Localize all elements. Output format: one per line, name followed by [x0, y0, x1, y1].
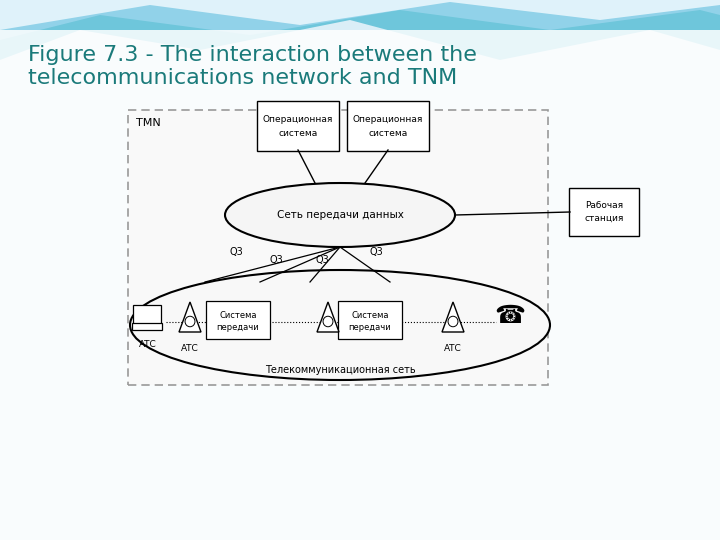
Ellipse shape [130, 270, 550, 380]
Text: станция: станция [585, 213, 624, 222]
FancyBboxPatch shape [133, 305, 161, 325]
Ellipse shape [448, 316, 458, 327]
Polygon shape [317, 302, 339, 332]
Text: Сеть передачи данных: Сеть передачи данных [276, 210, 403, 220]
Text: передачи: передачи [348, 322, 391, 332]
Ellipse shape [185, 316, 195, 327]
FancyBboxPatch shape [569, 188, 639, 236]
Text: Система: Система [351, 310, 389, 320]
Text: Q3: Q3 [230, 246, 244, 256]
Text: Операционная: Операционная [263, 116, 333, 125]
Polygon shape [179, 302, 201, 332]
Text: telecommunications network and TNM: telecommunications network and TNM [28, 68, 457, 88]
Polygon shape [0, 0, 720, 60]
FancyBboxPatch shape [257, 101, 339, 151]
Text: Операционная: Операционная [353, 116, 423, 125]
FancyBboxPatch shape [128, 110, 548, 385]
FancyBboxPatch shape [338, 301, 402, 339]
Text: Рабочая: Рабочая [585, 200, 623, 210]
Text: ☎: ☎ [495, 304, 526, 328]
Text: Телекоммуникационная сеть: Телекоммуникационная сеть [265, 365, 415, 375]
FancyBboxPatch shape [206, 301, 270, 339]
Polygon shape [0, 0, 720, 40]
Text: Q3: Q3 [315, 254, 329, 265]
Polygon shape [0, 0, 720, 30]
FancyBboxPatch shape [347, 101, 429, 151]
Text: Q3: Q3 [370, 246, 384, 256]
Ellipse shape [225, 183, 455, 247]
Text: система: система [369, 129, 408, 138]
Text: АТС: АТС [181, 344, 199, 353]
Text: АТС: АТС [139, 340, 157, 349]
Text: TMN: TMN [136, 118, 161, 128]
Polygon shape [442, 302, 464, 332]
Text: АТС: АТС [444, 344, 462, 353]
Text: Figure 7.3 - The interaction between the: Figure 7.3 - The interaction between the [28, 45, 477, 65]
Text: передачи: передачи [217, 322, 259, 332]
Text: система: система [279, 129, 318, 138]
Bar [132, 323, 162, 330]
Text: Система: Система [220, 310, 257, 320]
Ellipse shape [323, 316, 333, 327]
Text: Q3: Q3 [270, 254, 284, 265]
